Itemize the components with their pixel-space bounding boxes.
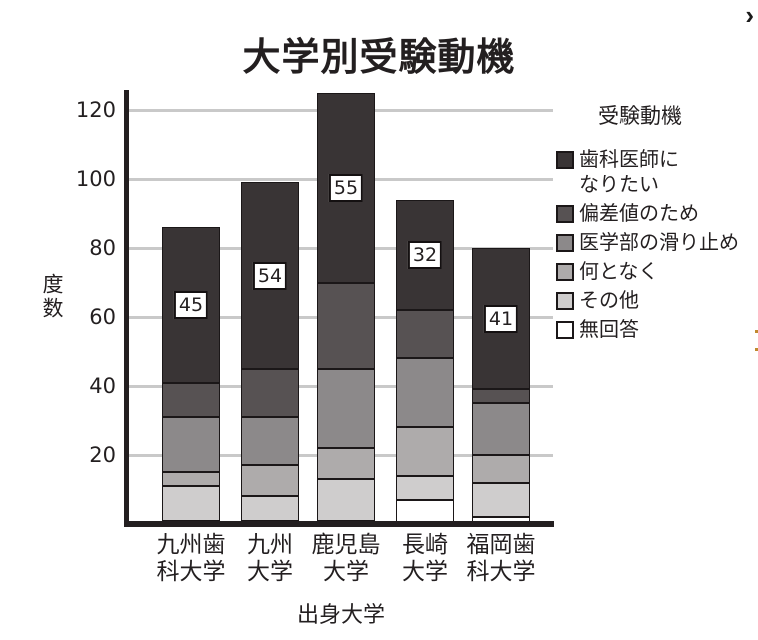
y-tick-label: 80 bbox=[89, 236, 116, 260]
legend-label: 医学部の滑り止め bbox=[579, 232, 739, 254]
bar-value-label: 54 bbox=[252, 261, 288, 290]
legend-item: 歯科医師に なりたい bbox=[556, 148, 756, 198]
bar-segment bbox=[241, 465, 299, 497]
legend-swatch-icon bbox=[556, 321, 574, 339]
legend-swatch-icon bbox=[556, 234, 574, 252]
legend-label: 何となく bbox=[579, 261, 659, 283]
bar-segment bbox=[396, 427, 454, 476]
legend-swatch-icon bbox=[556, 292, 574, 310]
bar-segment bbox=[162, 382, 220, 418]
x-axis-label: 出身大学 bbox=[296, 602, 385, 627]
x-axis-line bbox=[124, 521, 554, 527]
bar-segment bbox=[241, 368, 299, 418]
x-tick-label: 九州歯 科大学 bbox=[156, 531, 226, 584]
y-tick-label: 120 bbox=[75, 98, 116, 122]
bar-segment bbox=[317, 282, 375, 369]
legend-swatch-icon bbox=[556, 151, 574, 169]
bar-segment bbox=[472, 403, 530, 455]
bar-value-label: 55 bbox=[328, 173, 364, 202]
legend-title: 受験動機 bbox=[598, 105, 682, 128]
y-tick-label: 100 bbox=[75, 167, 116, 191]
bar-segment bbox=[241, 417, 299, 466]
x-tick-label: 鹿児島 大学 bbox=[311, 531, 381, 584]
legend-swatch-icon bbox=[556, 205, 574, 223]
x-tick-label: 長崎 大学 bbox=[402, 531, 448, 584]
legend-label: 偏差値のため bbox=[579, 203, 699, 225]
bar-segment bbox=[317, 448, 375, 480]
bar-segment bbox=[162, 486, 220, 521]
chevron-right-icon[interactable]: › bbox=[745, 0, 754, 30]
edge-marker bbox=[755, 330, 758, 333]
bar-value-label: 32 bbox=[407, 240, 443, 269]
bar-value-label: 45 bbox=[173, 290, 209, 319]
bar-segment bbox=[396, 475, 454, 500]
bar-segment bbox=[162, 472, 220, 487]
legend-item: 無回答 bbox=[556, 318, 756, 343]
y-axis-label: 度数 bbox=[40, 273, 63, 321]
legend-label: その他 bbox=[579, 290, 639, 312]
legend-items: 歯科医師に なりたい偏差値のため医学部の滑り止め 何となくその他無回答 bbox=[556, 148, 756, 343]
chart-title: 大学別受験動機 bbox=[242, 37, 516, 79]
legend-label: 歯科医師に なりたい bbox=[579, 149, 679, 196]
legend-item: その他 bbox=[556, 289, 756, 314]
legend-label: 無回答 bbox=[579, 319, 639, 341]
x-tick-label: 九州 大学 bbox=[247, 531, 293, 584]
legend-swatch-icon bbox=[556, 263, 574, 281]
bar-segment bbox=[472, 455, 530, 483]
bar-segment bbox=[162, 417, 220, 473]
x-tick-label: 福岡歯 科大学 bbox=[466, 531, 536, 584]
y-tick-label: 60 bbox=[89, 305, 116, 329]
bar-segment bbox=[396, 499, 454, 524]
y-axis-line bbox=[124, 90, 129, 527]
legend-item: 何となく bbox=[556, 260, 756, 285]
bar-segment bbox=[472, 389, 530, 404]
bar-value-label: 41 bbox=[483, 304, 519, 333]
legend: 受験動機 歯科医師に なりたい偏差値のため医学部の滑り止め 何となくその他無回答 bbox=[556, 100, 756, 347]
bar-segment bbox=[241, 496, 299, 521]
bar-segment bbox=[317, 368, 375, 449]
y-tick-label: 20 bbox=[89, 443, 116, 467]
legend-item: 医学部の滑り止め bbox=[556, 231, 756, 256]
bar-segment bbox=[472, 482, 530, 518]
bar-segment bbox=[317, 479, 375, 521]
bar-segment bbox=[396, 310, 454, 359]
edge-marker bbox=[755, 348, 758, 351]
bar-segment bbox=[396, 358, 454, 428]
y-tick-label: 40 bbox=[89, 374, 116, 398]
legend-item: 偏差値のため bbox=[556, 202, 756, 227]
